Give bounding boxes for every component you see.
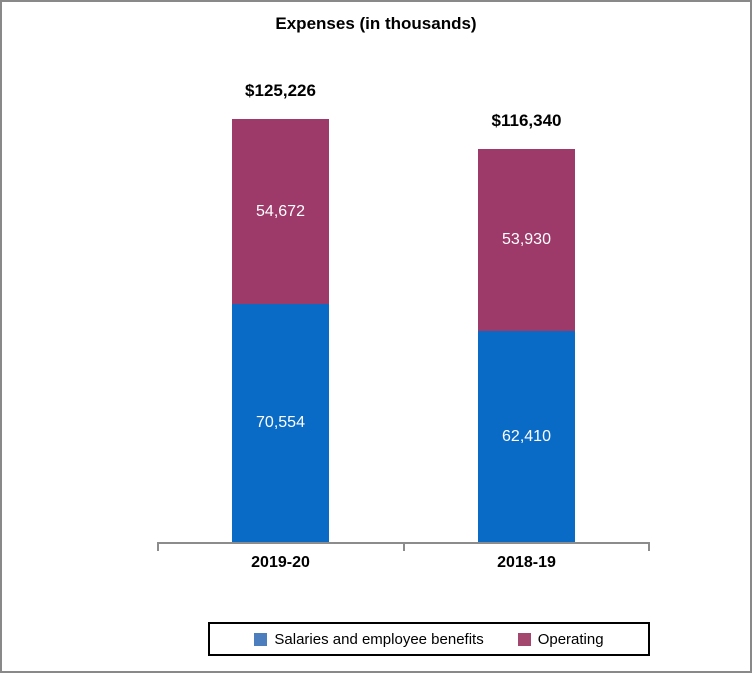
legend-label: Operating <box>537 630 604 648</box>
x-axis-label-2019-20: 2019-20 <box>251 554 310 571</box>
bar-total-label: $116,340 <box>491 111 562 130</box>
x-axis-tick <box>402 544 405 551</box>
bar-2019-20: $125,226 54,672 70,554 <box>232 81 329 542</box>
legend-item-operating: Operating <box>517 630 604 648</box>
bar-segment-operating: 54,672 <box>232 119 329 304</box>
bar-segment-salaries: 62,410 <box>478 331 575 542</box>
chart-title: Expenses (in thousands) <box>275 14 477 33</box>
bar-total-label: $125,226 <box>245 81 316 100</box>
x-axis-tick <box>157 544 159 551</box>
bar-segment-operating: 53,930 <box>478 149 575 331</box>
legend-marker-salaries-icon <box>254 632 268 646</box>
legend-label: Salaries and employee benefits <box>274 630 484 648</box>
x-axis-label-2018-19: 2018-19 <box>497 554 556 571</box>
plot-area: $125,226 54,672 70,554 $116,340 53,930 6… <box>157 60 650 551</box>
legend: Salaries and employee benefits Operating <box>208 622 650 656</box>
segment-value-label: 53,930 <box>502 231 551 248</box>
bar-2018-19: $116,340 53,930 62,410 <box>478 111 575 542</box>
x-axis-tick <box>648 544 650 551</box>
x-axis-line <box>157 542 650 551</box>
bar-segment-salaries: 70,554 <box>232 304 329 542</box>
legend-marker-operating-icon <box>517 632 531 646</box>
legend-item-salaries: Salaries and employee benefits <box>254 630 484 648</box>
segment-value-label: 70,554 <box>256 414 305 431</box>
segment-value-label: 62,410 <box>502 427 551 445</box>
segment-value-label: 54,672 <box>256 202 305 220</box>
